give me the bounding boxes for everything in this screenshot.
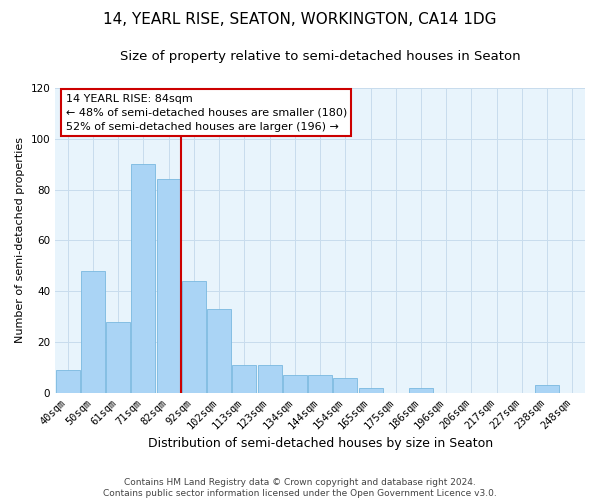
Bar <box>157 180 181 393</box>
Bar <box>308 375 332 393</box>
Bar <box>207 309 231 393</box>
Bar <box>56 370 80 393</box>
Bar <box>359 388 383 393</box>
Bar <box>257 365 281 393</box>
Bar <box>81 271 105 393</box>
Bar <box>182 281 206 393</box>
Bar <box>409 388 433 393</box>
Text: 14, YEARL RISE, SEATON, WORKINGTON, CA14 1DG: 14, YEARL RISE, SEATON, WORKINGTON, CA14… <box>103 12 497 28</box>
Text: 14 YEARL RISE: 84sqm
← 48% of semi-detached houses are smaller (180)
52% of semi: 14 YEARL RISE: 84sqm ← 48% of semi-detac… <box>66 94 347 132</box>
Bar <box>283 375 307 393</box>
Title: Size of property relative to semi-detached houses in Seaton: Size of property relative to semi-detach… <box>120 50 520 63</box>
X-axis label: Distribution of semi-detached houses by size in Seaton: Distribution of semi-detached houses by … <box>148 437 493 450</box>
Bar <box>334 378 357 393</box>
Bar <box>232 365 256 393</box>
Text: Contains HM Land Registry data © Crown copyright and database right 2024.
Contai: Contains HM Land Registry data © Crown c… <box>103 478 497 498</box>
Bar <box>131 164 155 393</box>
Bar <box>106 322 130 393</box>
Bar <box>535 386 559 393</box>
Y-axis label: Number of semi-detached properties: Number of semi-detached properties <box>15 138 25 344</box>
